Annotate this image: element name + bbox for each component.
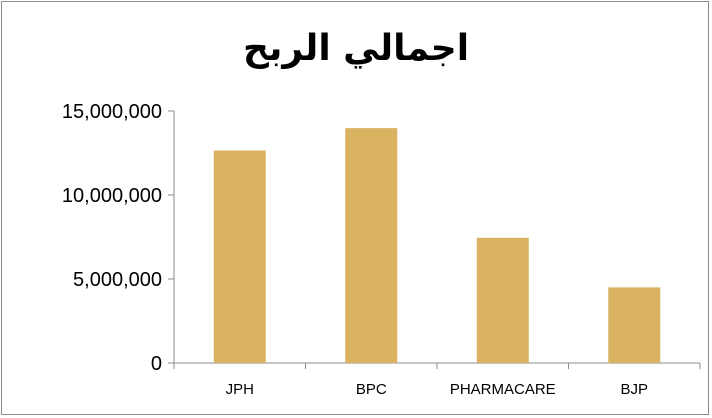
bar-pharmacare [476,237,529,363]
y-tick-label: 15,000,000 [62,101,162,123]
x-tick-label: JPH [226,381,254,398]
bar-bpc [345,128,398,363]
x-tick-label: PHARMACARE [450,381,556,398]
chart-title: اجمالي الربح [242,28,470,69]
x-tick-label: BPC [356,381,387,398]
y-tick-label: 10,000,000 [62,185,162,207]
bar-jph [213,150,266,363]
y-tick-label: 0 [151,353,162,375]
y-tick-label: 5,000,000 [73,269,162,291]
bar-bjp [608,287,661,363]
x-tick-label: BJP [620,381,648,398]
